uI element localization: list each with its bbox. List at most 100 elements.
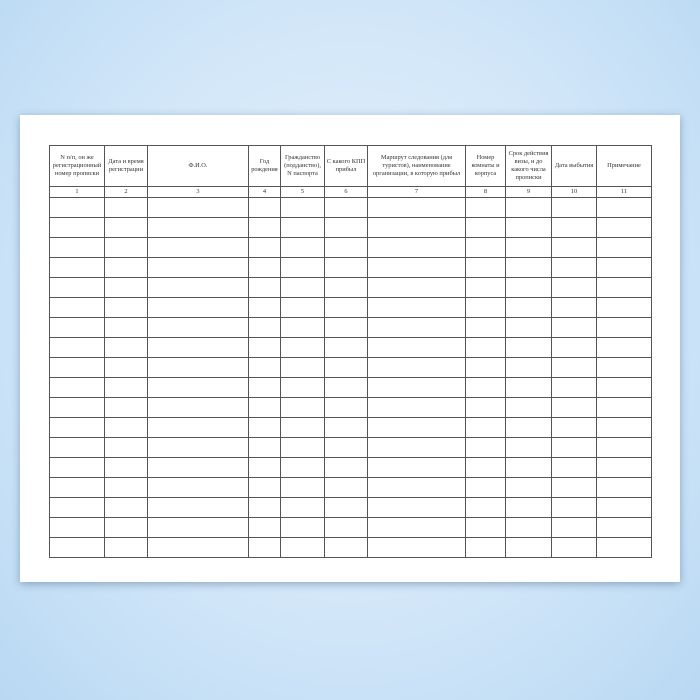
table-cell[interactable]: [324, 237, 368, 258]
table-cell[interactable]: [551, 517, 597, 538]
table-cell[interactable]: [147, 417, 249, 438]
table-cell[interactable]: [505, 257, 552, 278]
table-cell[interactable]: [147, 377, 249, 398]
table-cell[interactable]: [248, 517, 281, 538]
table-cell[interactable]: [280, 297, 325, 318]
table-cell[interactable]: [465, 517, 506, 538]
table-cell[interactable]: [596, 377, 652, 398]
table-cell[interactable]: [324, 417, 368, 438]
table-cell[interactable]: [104, 397, 148, 418]
table-cell[interactable]: [551, 197, 597, 218]
table-cell[interactable]: [465, 197, 506, 218]
table-cell[interactable]: [324, 437, 368, 458]
table-cell[interactable]: [465, 237, 506, 258]
table-cell[interactable]: [147, 397, 249, 418]
table-cell[interactable]: [104, 497, 148, 518]
table-cell[interactable]: [596, 197, 652, 218]
table-cell[interactable]: [49, 457, 105, 478]
table-cell[interactable]: [280, 517, 325, 538]
table-cell[interactable]: [596, 477, 652, 498]
table-cell[interactable]: [49, 497, 105, 518]
table-cell[interactable]: [147, 537, 249, 558]
table-cell[interactable]: [280, 497, 325, 518]
table-cell[interactable]: [505, 197, 552, 218]
table-cell[interactable]: [596, 277, 652, 298]
table-cell[interactable]: [49, 277, 105, 298]
table-cell[interactable]: [367, 457, 466, 478]
table-cell[interactable]: [280, 197, 325, 218]
table-cell[interactable]: [49, 297, 105, 318]
table-cell[interactable]: [324, 517, 368, 538]
table-cell[interactable]: [505, 437, 552, 458]
table-cell[interactable]: [147, 457, 249, 478]
table-cell[interactable]: [596, 517, 652, 538]
table-cell[interactable]: [367, 477, 466, 498]
table-cell[interactable]: [324, 257, 368, 278]
table-cell[interactable]: [596, 537, 652, 558]
table-cell[interactable]: [104, 477, 148, 498]
table-cell[interactable]: [49, 257, 105, 278]
table-cell[interactable]: [147, 357, 249, 378]
table-cell[interactable]: [147, 497, 249, 518]
table-cell[interactable]: [248, 357, 281, 378]
table-cell[interactable]: [324, 217, 368, 238]
table-cell[interactable]: [367, 317, 466, 338]
table-cell[interactable]: [551, 497, 597, 518]
table-cell[interactable]: [248, 317, 281, 338]
table-cell[interactable]: [505, 457, 552, 478]
table-cell[interactable]: [324, 297, 368, 318]
table-cell[interactable]: [147, 437, 249, 458]
table-cell[interactable]: [324, 377, 368, 398]
table-cell[interactable]: [465, 417, 506, 438]
table-cell[interactable]: [280, 437, 325, 458]
table-cell[interactable]: [596, 337, 652, 358]
table-cell[interactable]: [49, 317, 105, 338]
table-cell[interactable]: [367, 497, 466, 518]
table-cell[interactable]: [49, 477, 105, 498]
table-cell[interactable]: [367, 357, 466, 378]
table-cell[interactable]: [505, 277, 552, 298]
table-cell[interactable]: [104, 297, 148, 318]
table-cell[interactable]: [465, 497, 506, 518]
table-cell[interactable]: [248, 397, 281, 418]
table-cell[interactable]: [465, 377, 506, 398]
table-cell[interactable]: [280, 217, 325, 238]
table-cell[interactable]: [551, 277, 597, 298]
table-cell[interactable]: [147, 297, 249, 318]
table-cell[interactable]: [367, 197, 466, 218]
table-cell[interactable]: [465, 397, 506, 418]
table-cell[interactable]: [324, 537, 368, 558]
table-cell[interactable]: [248, 237, 281, 258]
table-cell[interactable]: [551, 297, 597, 318]
table-cell[interactable]: [104, 457, 148, 478]
table-cell[interactable]: [280, 277, 325, 298]
table-cell[interactable]: [104, 417, 148, 438]
table-cell[interactable]: [324, 357, 368, 378]
table-cell[interactable]: [147, 277, 249, 298]
table-cell[interactable]: [147, 197, 249, 218]
table-cell[interactable]: [551, 317, 597, 338]
table-cell[interactable]: [280, 417, 325, 438]
table-cell[interactable]: [367, 517, 466, 538]
table-cell[interactable]: [248, 377, 281, 398]
table-cell[interactable]: [280, 477, 325, 498]
table-cell[interactable]: [505, 397, 552, 418]
table-cell[interactable]: [248, 417, 281, 438]
table-cell[interactable]: [596, 497, 652, 518]
table-cell[interactable]: [324, 497, 368, 518]
table-cell[interactable]: [147, 217, 249, 238]
table-cell[interactable]: [280, 357, 325, 378]
table-cell[interactable]: [324, 197, 368, 218]
table-cell[interactable]: [280, 537, 325, 558]
table-cell[interactable]: [49, 357, 105, 378]
table-cell[interactable]: [505, 317, 552, 338]
table-cell[interactable]: [465, 317, 506, 338]
table-cell[interactable]: [49, 417, 105, 438]
table-cell[interactable]: [248, 297, 281, 318]
table-cell[interactable]: [505, 297, 552, 318]
table-cell[interactable]: [596, 417, 652, 438]
table-cell[interactable]: [49, 197, 105, 218]
table-cell[interactable]: [596, 317, 652, 338]
table-cell[interactable]: [505, 417, 552, 438]
table-cell[interactable]: [465, 537, 506, 558]
